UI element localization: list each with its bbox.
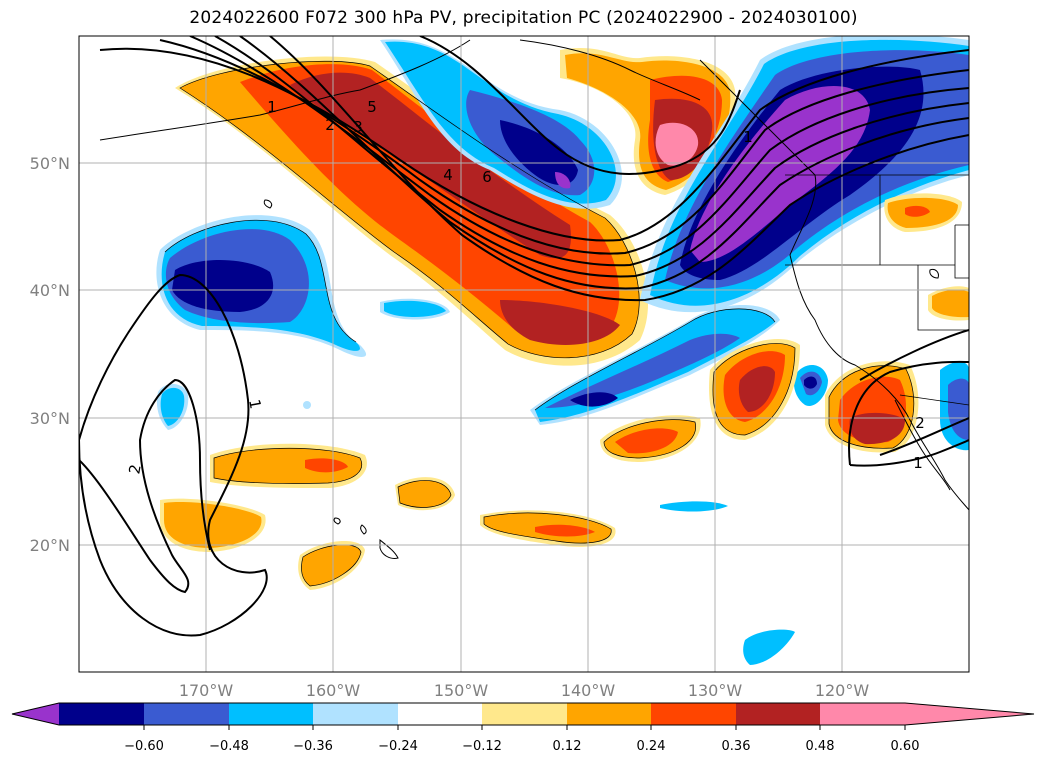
colorbar-segment [144,703,229,725]
pv-contours [79,36,969,637]
contour-label: 6 [482,168,492,186]
contour-label-group: 2 3 4 5 6 1 1 2 1 2 1 [125,98,924,475]
contour-label: 2 [125,463,144,476]
latitude-labels: 50°N 40°N 30°N 20°N [30,154,70,555]
lon-label: 140°W [561,681,616,700]
lon-label: 160°W [306,681,361,700]
positive-small-features [160,193,969,590]
lon-label: 130°W [688,681,743,700]
colorbar-tick-label: −0.12 [462,739,502,754]
lat-label: 30°N [30,409,70,428]
lon-label: 120°W [815,681,870,700]
colorbar: −0.60 −0.48 −0.36 −0.24 −0.12 0.12 0.24 … [11,702,1035,754]
contour-label: 1 [743,128,753,146]
colorbar-segment [313,703,398,725]
colorbar-segment [820,703,905,725]
map-title: 2024022600 F072 300 hPa PV, precipitatio… [189,8,858,28]
map-area: 2 3 4 5 6 1 1 2 1 2 1 [79,36,969,672]
negative-lobe-west [156,215,367,357]
colorbar-segment [567,703,651,725]
contour-label: 2 [915,414,925,432]
contour-label: 4 [443,166,453,184]
colorbar-tick-label: 0.12 [553,739,582,754]
contour-label: 5 [367,98,377,116]
longitude-labels: 170°W 160°W 150°W 140°W 130°W 120°W [179,681,870,700]
map-frame [78,35,970,673]
colorbar-segment [229,703,313,725]
lat-label: 50°N [30,154,70,173]
colorbar-tick-label: −0.36 [293,739,333,754]
contour-label: 2 [325,116,335,134]
lat-label: 20°N [30,536,70,555]
colorbar-tick-label: 0.60 [891,739,920,754]
contour-label: 1 [267,98,277,116]
gridlines [79,36,969,672]
colorbar-tick-label: 0.36 [722,739,751,754]
contour-label: 1 [245,398,264,411]
colorbar-tick-label: −0.60 [124,739,164,754]
lat-label: 40°N [30,281,70,300]
lon-label: 150°W [434,681,489,700]
colorbar-tick-label: 0.48 [806,739,835,754]
colorbar-tick-label: 0.24 [637,739,666,754]
political-borders [785,174,969,406]
colorbar-tick-label: −0.48 [209,739,249,754]
colorbar-segment [736,703,820,725]
colorbar-segment [651,703,736,725]
colorbar-tick-label: −0.24 [378,739,418,754]
colorbar-segment [482,703,567,725]
colorbar-segment [398,703,482,725]
contour-label: 1 [913,454,923,472]
colorbar-segment [59,703,144,725]
contour-label: 3 [353,118,363,136]
positive-band-alaska [560,47,736,196]
lon-label: 170°W [179,681,234,700]
colorbar-arrow-left [12,703,59,725]
negative-small-features [156,298,969,665]
colorbar-arrow-right [905,703,1034,725]
